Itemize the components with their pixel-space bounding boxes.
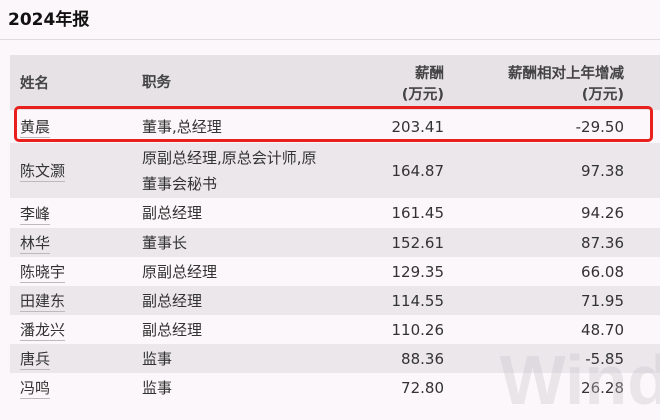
role-cell: 监事 — [142, 378, 173, 397]
header-salary: 薪酬 (万元) — [401, 65, 444, 103]
role-cell: 副总经理 — [142, 320, 203, 339]
change-cell: 66.08 — [581, 262, 624, 281]
person-name-link[interactable]: 唐兵 — [20, 350, 51, 370]
table-row: 田建东 副总经理 114.55 71.95 — [10, 286, 660, 315]
person-name-link[interactable]: 潘龙兴 — [20, 321, 66, 341]
highlight-box — [14, 106, 653, 142]
table-header: 姓名 职务 薪酬 (万元) 薪酬相对上年增减 (万元) — [10, 55, 660, 110]
change-cell: 48.70 — [581, 320, 624, 339]
person-name-link[interactable]: 田建东 — [20, 292, 66, 312]
page-title: 2024年报 — [0, 0, 660, 40]
table-row: 林华 董事长 152.61 87.36 — [10, 228, 660, 257]
role-cell: 原副总经理,原总会计师,原董事会秘书 — [142, 148, 317, 193]
table-row: 黄晨 董事,总经理 203.41 -29.50 — [10, 110, 660, 143]
table-row: 陈晓宇 原副总经理 129.35 66.08 — [10, 257, 660, 286]
header-name: 姓名 — [20, 76, 49, 92]
change-cell: -5.85 — [585, 349, 624, 368]
change-cell: 71.95 — [581, 291, 624, 310]
wind-watermark: Wind — [499, 341, 660, 419]
salary-cell: 129.35 — [391, 262, 445, 281]
table-row: 李峰 副总经理 161.45 94.26 — [10, 198, 660, 228]
role-cell: 董事,总经理 — [142, 117, 222, 136]
role-cell: 副总经理 — [142, 204, 203, 222]
person-name-link[interactable]: 陈晓宇 — [20, 263, 66, 283]
salary-cell: 114.55 — [391, 291, 445, 310]
role-cell: 原副总经理 — [142, 262, 218, 281]
salary-cell: 88.36 — [401, 349, 444, 368]
change-cell: 87.36 — [581, 233, 624, 252]
change-cell: 97.38 — [581, 161, 624, 180]
person-name-link[interactable]: 冯鸣 — [20, 379, 51, 399]
person-name-link[interactable]: 林华 — [20, 234, 51, 254]
table-row: 唐兵 监事 88.36 -5.85 — [10, 344, 660, 373]
header-change: 薪酬相对上年增减 (万元) — [508, 65, 624, 103]
table-row: 陈文灏 原副总经理,原总会计师,原董事会秘书 164.87 97.38 — [10, 143, 660, 198]
role-cell: 副总经理 — [142, 291, 203, 310]
salary-cell: 152.61 — [391, 233, 445, 252]
header-role: 职务 — [142, 74, 171, 91]
change-cell: 26.28 — [581, 378, 624, 397]
salary-cell: 110.26 — [391, 320, 445, 339]
salary-cell: 72.80 — [401, 378, 444, 397]
person-name-link[interactable]: 陈文灏 — [20, 162, 66, 182]
salary-cell: 164.87 — [391, 161, 445, 180]
salary-cell: 203.41 — [391, 117, 445, 136]
change-cell: -29.50 — [575, 117, 624, 136]
salary-table: 姓名 职务 薪酬 (万元) 薪酬相对上年增减 (万元) 黄晨 董事,总经理 203.… — [10, 55, 660, 402]
change-cell: 94.26 — [581, 204, 624, 222]
table-row: 潘龙兴 副总经理 110.26 48.70 — [10, 315, 660, 344]
table-row: 冯鸣 监事 72.80 26.28 — [10, 373, 660, 402]
salary-cell: 161.45 — [391, 204, 445, 222]
role-cell: 董事长 — [142, 233, 188, 252]
role-cell: 监事 — [142, 349, 173, 368]
person-name-link[interactable]: 黄晨 — [20, 118, 51, 138]
person-name-link[interactable]: 李峰 — [20, 204, 51, 225]
